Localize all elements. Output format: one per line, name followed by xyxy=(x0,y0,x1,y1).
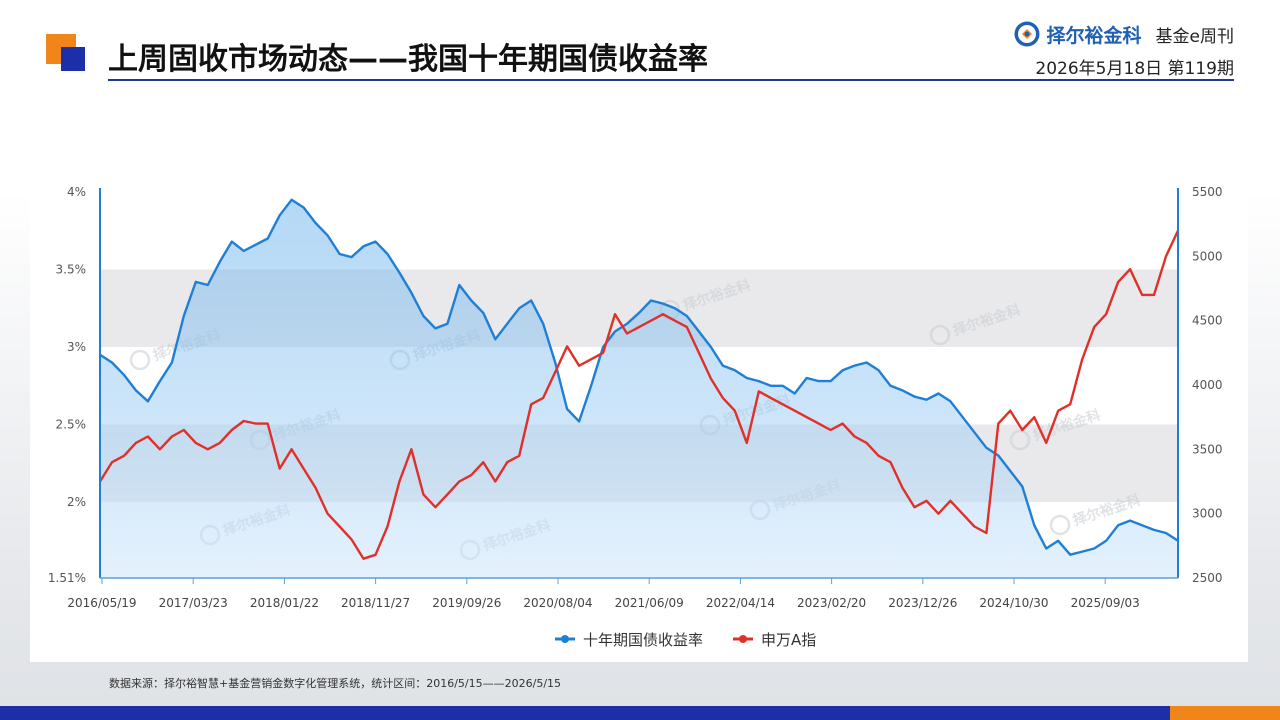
x-tick-label: 2019/09/26 xyxy=(432,596,501,610)
decor-square-blue xyxy=(61,47,85,71)
y-left-tick-label: 3% xyxy=(67,340,86,354)
watermark-logo-icon xyxy=(129,349,151,371)
title-underline xyxy=(108,79,1234,81)
brand-subtitle: 基金e周刊 xyxy=(1155,26,1234,47)
y-right-tick-label: 4000 xyxy=(1192,378,1223,392)
chart-legend: 十年期国债收益率 申万A指 xyxy=(555,631,816,649)
y-left-tick-label: 2% xyxy=(67,495,86,509)
legend-marker-yield xyxy=(561,635,569,643)
x-tick-label: 2022/04/14 xyxy=(706,596,775,610)
legend-label-index: 申万A指 xyxy=(761,631,816,649)
footer-bar-orange xyxy=(1170,706,1280,720)
legend-item-index: 申万A指 xyxy=(733,631,816,649)
yield-vs-index-chart: 择尔裕金科择尔裕金科择尔裕金科择尔裕金科择尔裕金科择尔裕金科择尔裕金科择尔裕金科… xyxy=(48,185,1223,649)
data-source-note: 数据来源：择尔裕智慧+基金营销金数字化管理系统，统计区间：2016/5/15——… xyxy=(109,677,562,690)
issue-date: 2026年5月18日 第119期 xyxy=(1035,59,1234,79)
y-right-tick-label: 5000 xyxy=(1192,249,1223,263)
brand-block: 择尔裕金科 基金e周刊 xyxy=(1013,20,1234,48)
footer-bar-blue xyxy=(0,706,1170,720)
x-tick-label: 2017/03/23 xyxy=(159,596,228,610)
legend-item-yield: 十年期国债收益率 xyxy=(555,631,703,649)
watermark-logo-icon xyxy=(1009,429,1031,451)
x-tick-label: 2018/01/22 xyxy=(250,596,319,610)
x-tick-label: 2023/02/20 xyxy=(797,596,866,610)
series-yield-line xyxy=(99,198,1179,556)
x-tick-label: 2020/08/04 xyxy=(523,596,592,610)
y-right-tick-label: 3500 xyxy=(1192,442,1223,456)
y-right-tick-label: 3000 xyxy=(1192,507,1223,521)
chart-card: 择尔裕金科择尔裕金科择尔裕金科择尔裕金科择尔裕金科择尔裕金科择尔裕金科择尔裕金科… xyxy=(30,170,1248,662)
series-yield-area xyxy=(100,199,1178,579)
legend-marker-index xyxy=(739,635,747,643)
x-tick-label: 2016/05/19 xyxy=(67,596,136,610)
y-right-tick-label: 4500 xyxy=(1192,314,1223,328)
x-tick-label: 2024/10/30 xyxy=(979,596,1048,610)
y-left-tick-label: 2.5% xyxy=(56,418,87,432)
brand-logo-icon xyxy=(1014,21,1040,47)
watermark-logo-icon xyxy=(1049,514,1071,536)
x-tick-label: 2018/11/27 xyxy=(341,596,410,610)
series-index-line xyxy=(98,230,1180,560)
x-tick-label: 2025/09/03 xyxy=(1071,596,1140,610)
y-left-tick-label: 4% xyxy=(67,185,86,199)
watermark-logo-icon xyxy=(929,324,951,346)
y-right-tick-label: 2500 xyxy=(1192,571,1223,585)
y-right-tick-label: 5500 xyxy=(1192,185,1223,199)
x-tick-label: 2021/06/09 xyxy=(615,596,684,610)
page-title: 上周固收市场动态——我国十年期国债收益率 xyxy=(108,42,708,77)
y-left-tick-label: 3.5% xyxy=(56,263,87,277)
x-tick-label: 2023/12/26 xyxy=(888,596,957,610)
y-left-tick-label: 1.51% xyxy=(48,571,86,585)
brand-name: 择尔裕金科 xyxy=(1046,24,1142,47)
legend-label-yield: 十年期国债收益率 xyxy=(583,631,703,649)
